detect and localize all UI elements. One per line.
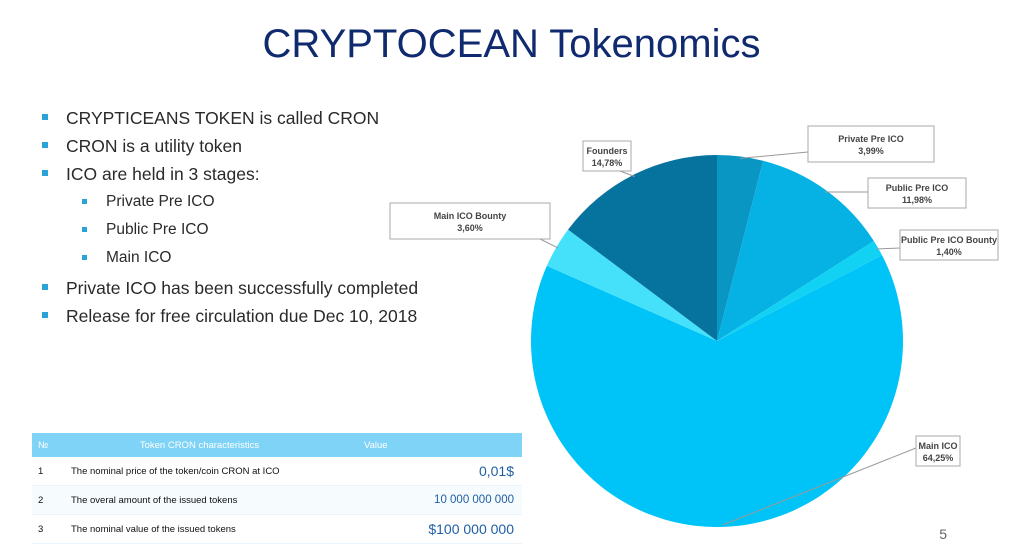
slice-name-label: Public Pre ICO Bounty [901,235,997,245]
slice-value-label: 14,78% [592,158,623,168]
row-characteristic: The overal amount of the issued tokens [65,485,334,515]
sub-bullet-item: Private Pre ICO [40,188,418,216]
slice-name-label: Private Pre ICO [838,134,904,144]
slice-value-label: 1,40% [936,247,962,257]
label-box [807,125,935,163]
table-row: 3 The nominal value of the issued tokens… [32,514,522,544]
bullet-item: CRYPTICEANS TOKEN is called CRON [40,104,418,132]
bullet-item: Release for free circulation due Dec 10,… [40,302,418,330]
row-characteristic: The nominal price of the token/coin CRON… [65,457,334,486]
table-header-row: № Token CRON characteristics Value [32,433,522,457]
sub-bullet-item: Public Pre ICO [40,216,418,244]
column-header-number: № [32,433,65,457]
label-box [899,229,999,261]
pie-slice [717,241,883,341]
table-row: 2 The overal amount of the issued tokens… [32,485,522,515]
row-characteristic: The nominal value of the issued tokens [65,514,334,544]
leader-line [722,447,917,526]
bullet-item: CRON is a utility token [40,132,418,160]
table-row: 1 The nominal price of the token/coin CR… [32,457,522,486]
slice-value-label: 11,98% [902,195,932,205]
label-box [867,177,967,209]
row-value: 0,01$ [334,457,522,486]
label-box [582,140,632,172]
token-characteristics-table: № Token CRON characteristics Value 1 The… [32,433,522,544]
column-header-characteristics: Token CRON characteristics [65,433,334,457]
leader-line [539,238,559,249]
sub-bullet-item: Main ICO [40,244,418,272]
slice-name-label: Public Pre ICO [886,183,949,193]
pie-slice [717,160,874,341]
slice-value-label: 3,60% [457,223,483,233]
leader-line [739,151,809,159]
slice-name-label: Main ICO Bounty [434,211,507,221]
slide-title: CRYPTOCEAN Tokenomics [262,22,761,66]
pie-slice [546,229,717,341]
bullet-list: CRYPTICEANS TOKEN is called CRON CRON is… [40,104,418,330]
leader-line [619,170,635,177]
row-number: 1 [32,457,65,486]
pie-slice [530,255,903,528]
row-value: $100 000 000 [334,514,522,544]
page-number: 5 [939,526,947,542]
row-number: 2 [32,485,65,515]
leader-line [876,247,901,250]
pie-slice [717,155,764,341]
row-number: 3 [32,514,65,544]
bullet-item: ICO are held in 3 stages: [40,160,418,188]
slice-name-label: Founders [586,146,627,156]
slice-value-label: 3,99% [858,146,884,156]
label-box [389,202,551,240]
column-header-value: Value [334,433,522,457]
slice-value-label: 64,25% [923,453,954,463]
pie-slice [568,155,717,341]
label-box [915,435,961,467]
slice-name-label: Main ICO [918,441,957,451]
row-value: 10 000 000 000 [334,485,522,515]
bullet-item: Private ICO has been successfully comple… [40,274,418,302]
